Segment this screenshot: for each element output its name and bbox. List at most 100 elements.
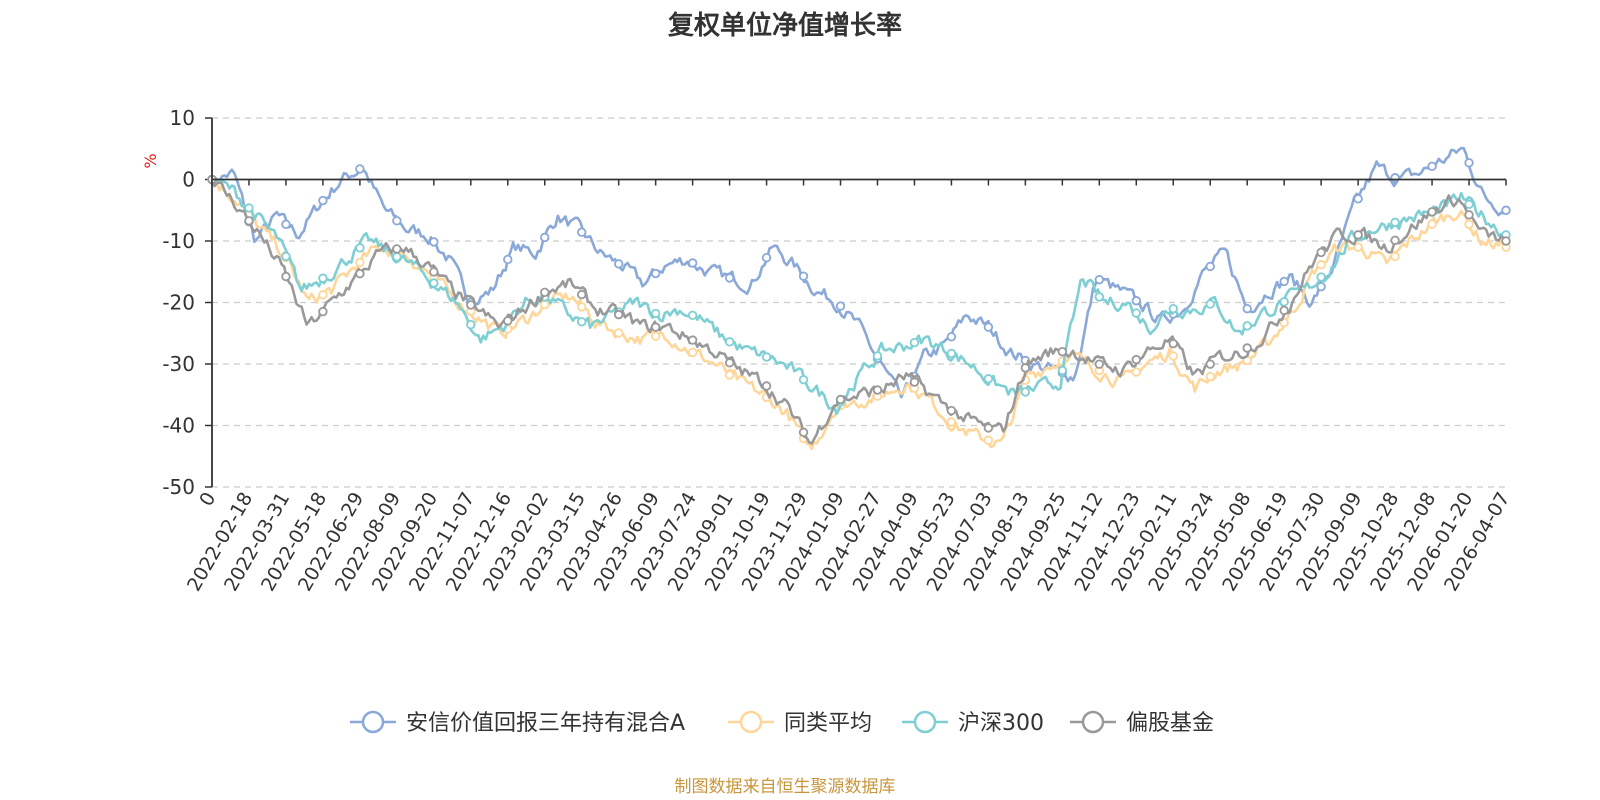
series-marker — [724, 337, 735, 347]
series-marker — [1242, 343, 1252, 353]
series-marker — [577, 289, 587, 300]
series-marker — [687, 310, 698, 321]
series-marker — [909, 337, 920, 348]
series-marker — [983, 423, 994, 433]
series-marker — [540, 299, 550, 310]
series-marker — [650, 331, 661, 341]
series-marker — [946, 348, 957, 359]
series-marker — [1242, 303, 1252, 314]
series-marker — [1020, 387, 1031, 397]
series-marker — [503, 316, 513, 326]
series-lines — [207, 146, 1511, 451]
series-marker — [613, 328, 624, 338]
series-marker — [318, 290, 328, 300]
y-tick-label: -10 — [162, 229, 195, 253]
series-marker — [761, 381, 772, 391]
series-marker — [909, 377, 920, 387]
series-marker — [355, 164, 365, 174]
series-marker — [1464, 219, 1474, 230]
legend-item[interactable]: 安信价值回报三年持有混合A — [350, 710, 685, 736]
series-marker — [318, 306, 328, 317]
series-marker — [798, 427, 809, 438]
series-marker — [687, 347, 698, 358]
series-marker — [946, 405, 957, 416]
series-marker — [318, 273, 328, 283]
series-marker — [687, 335, 698, 345]
series-marker — [1501, 236, 1511, 246]
series-marker — [1316, 272, 1326, 282]
series-marker — [1353, 242, 1363, 252]
series-marker — [1353, 194, 1363, 204]
y-tick-label: -50 — [162, 475, 195, 499]
series-marker — [1427, 219, 1437, 229]
series-marker — [798, 271, 809, 281]
legend-item[interactable]: 沪深300 — [902, 710, 1044, 736]
series-marker — [540, 287, 550, 298]
series-marker — [1353, 230, 1363, 240]
legend-label: 安信价值回报三年持有混合A — [406, 711, 685, 736]
series-marker — [1390, 217, 1400, 228]
gridlines — [212, 117, 1506, 488]
y-tick-label: 10 — [170, 106, 195, 130]
series-marker — [1279, 297, 1289, 307]
series-marker — [983, 435, 994, 445]
series-marker — [577, 317, 587, 327]
series-line — [211, 178, 1507, 451]
legend-item[interactable]: 同类平均 — [728, 710, 872, 736]
series-marker — [1279, 276, 1289, 287]
legend-label: 同类平均 — [784, 711, 872, 736]
series-marker — [1279, 305, 1289, 316]
series-marker — [429, 278, 439, 288]
series-marker — [466, 300, 476, 310]
series-marker — [429, 237, 439, 247]
series-marker — [1427, 161, 1437, 172]
series-marker — [798, 374, 809, 385]
series-marker — [1205, 359, 1215, 369]
y-axis-unit: % — [141, 153, 160, 168]
y-tick-label: -40 — [162, 414, 195, 438]
series-marker — [1205, 299, 1215, 309]
series-marker — [983, 374, 994, 384]
series-marker — [872, 351, 883, 361]
series-marker — [392, 252, 402, 262]
series-marker — [1205, 261, 1215, 272]
series-line — [210, 179, 1508, 445]
legend-circle-icon — [361, 710, 385, 734]
series-marker — [1131, 308, 1141, 318]
series-marker — [1316, 247, 1326, 258]
series-marker — [355, 243, 365, 253]
series-marker — [281, 271, 291, 282]
series-marker — [650, 308, 661, 319]
legend-label: 偏股基金 — [1126, 711, 1214, 736]
series-marker — [540, 232, 550, 243]
data-source-note: 制图数据来自恒生聚源数据库 — [675, 777, 896, 797]
series-marker — [1094, 359, 1105, 369]
legend-item[interactable]: 偏股基金 — [1070, 710, 1214, 736]
series-marker — [724, 273, 735, 283]
series-marker — [392, 216, 402, 226]
y-axis-ticks: 10 0 -10 -20 -30 -40 -50 — [162, 106, 212, 499]
legend-circle-icon — [739, 710, 763, 734]
series-marker — [1390, 173, 1400, 183]
series-marker — [983, 322, 994, 332]
series-marker — [946, 332, 957, 342]
series-marker — [244, 216, 254, 226]
series-marker — [724, 358, 735, 368]
series-marker — [355, 268, 365, 279]
series-marker — [1168, 303, 1178, 314]
series-marker — [1094, 292, 1105, 302]
series-marker — [650, 268, 661, 279]
series-marker — [761, 352, 772, 362]
series-marker — [1205, 371, 1215, 382]
series-marker — [1464, 158, 1474, 168]
legend[interactable]: 安信价值回报三年持有混合A 同类平均 沪深300 偏股基金 — [350, 710, 1214, 736]
series-marker — [1168, 338, 1178, 349]
axes — [211, 118, 1506, 487]
series-marker — [872, 385, 883, 395]
legend-circle-icon — [1081, 710, 1105, 734]
series-marker — [1094, 274, 1105, 285]
series-marker — [1131, 367, 1141, 377]
series-marker — [613, 309, 624, 320]
series-marker — [1242, 321, 1252, 331]
series-marker — [1020, 363, 1031, 373]
